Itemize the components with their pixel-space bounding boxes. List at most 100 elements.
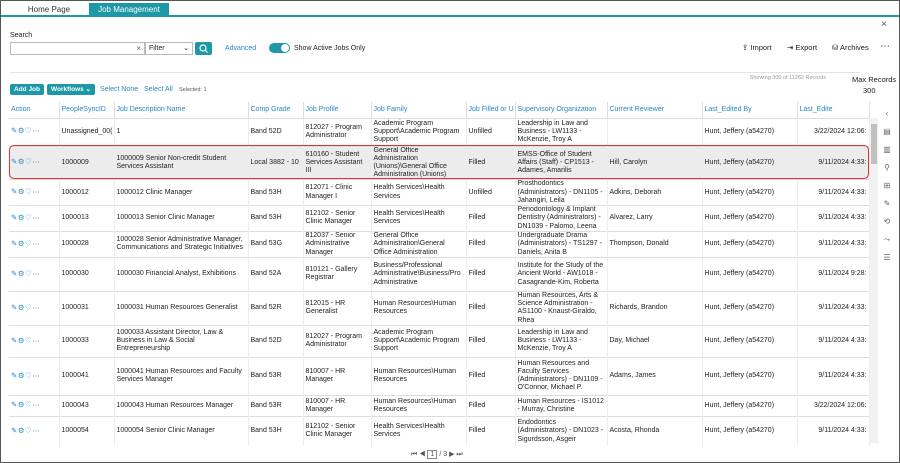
row-actions: ✎⚙♡⋯ xyxy=(9,145,60,180)
cell-grade: Band 52A xyxy=(248,256,304,292)
cell-profile: 812037 - Senior Administrative Manager xyxy=(303,230,372,258)
import-button[interactable]: ⇪ Import xyxy=(742,43,772,52)
cell-edited-by: Hunt, Jeffery (a54270) xyxy=(702,117,798,146)
table-row[interactable]: ✎⚙♡⋯ 1000028 1000028 Senior Administrative… xyxy=(9,230,870,258)
export-button[interactable]: ⇥ Export xyxy=(787,43,818,52)
cell-family: General Office Administration (Unions)\G… xyxy=(371,145,467,180)
action-icons[interactable]: ✎⚙♡⋯ xyxy=(11,238,41,248)
cell-org: Periodontology & Implant Dentistry (Admi… xyxy=(515,204,608,232)
cell-org: Human Resources, Arts & Science Administ… xyxy=(515,290,608,326)
next-page[interactable]: ▶ xyxy=(449,451,455,458)
action-icons[interactable]: ✎⚙♡⋯ xyxy=(11,187,41,197)
table-row[interactable]: ✎⚙♡⋯ 1000041 1000041 Human Resources and F… xyxy=(9,356,870,396)
cell-profile: 812027 - Program Administrator xyxy=(303,324,372,358)
action-icons[interactable]: ✎⚙♡⋯ xyxy=(11,370,41,380)
cell-name: 1000013 Senior Clinic Manager xyxy=(114,204,249,232)
side-toolbar[interactable]: ‹ ▤ ▥ ⚲ ⊞ ✎ ⟲ ⤳ ☰ xyxy=(883,109,891,262)
table-row[interactable]: ✎⚙♡⋯ 1000033 1000033 Assistant Director, L… xyxy=(9,324,870,358)
cell-edited-by: Hunt, Jeffery (a54270) xyxy=(702,356,798,396)
cell-edited: 3/22/2024 12:06: xyxy=(797,394,870,417)
page-input[interactable]: 1 xyxy=(427,450,438,459)
column-header[interactable]: Last_Edited By xyxy=(702,102,798,118)
cell-reviewer: Richards, Brandon xyxy=(607,290,703,326)
cell-id: 1000054 xyxy=(59,415,115,447)
action-icons[interactable]: ✎⚙♡⋯ xyxy=(11,302,41,312)
table-row[interactable]: ✎⚙♡⋯ 1000031 1000031 Human Resources Gener… xyxy=(9,290,870,326)
cell-id: 1000030 xyxy=(59,256,115,292)
cell-family: Academic Program Support\Academic Progra… xyxy=(371,324,467,358)
cell-name: 1000028 Senior Administrative Manager, C… xyxy=(114,230,249,258)
max-records-value[interactable]: 300 xyxy=(863,86,876,95)
cell-family: Health Services\Health Services xyxy=(371,179,467,206)
cell-profile: 812027 - Program Administrator xyxy=(303,117,372,146)
select-all[interactable]: Select All xyxy=(144,86,173,93)
column-header[interactable]: Job Family xyxy=(371,102,467,118)
select-none[interactable]: Select None xyxy=(100,86,139,93)
add-job-button[interactable]: Add Job xyxy=(10,84,44,95)
scrollbar[interactable] xyxy=(870,118,878,443)
column-header[interactable]: Supervisory Organization xyxy=(515,102,608,118)
cell-status: Filled xyxy=(466,204,516,232)
showing-count: Showing 300 of 11262 Records xyxy=(749,75,826,81)
table-row[interactable]: ✎⚙♡⋯ 1000054 1000054 Senior Clinic Manager… xyxy=(9,415,870,447)
row-actions: ✎⚙♡⋯ xyxy=(9,356,60,396)
cell-status: Filled xyxy=(466,356,516,396)
search-input[interactable]: × xyxy=(10,42,145,55)
cell-org: Human Resources and Faculty Services (Ad… xyxy=(515,356,608,396)
selected-row-outline xyxy=(9,145,869,179)
search-button[interactable] xyxy=(195,42,212,55)
column-header[interactable]: Current Reviewer xyxy=(607,102,703,118)
column-header[interactable]: Action xyxy=(9,102,60,118)
cell-reviewer xyxy=(607,117,703,146)
more-menu[interactable]: ⋯ xyxy=(880,41,890,52)
action-icons[interactable]: ✎⚙♡⋯ xyxy=(11,425,41,435)
cell-edited-by: Hunt, Jeffery (a54270) xyxy=(702,145,798,180)
archives-button[interactable]: ⛁ Archives xyxy=(832,43,869,52)
cell-org: Undergraduate Drama (Administrators) - T… xyxy=(515,230,608,258)
cell-id: 1000028 xyxy=(59,230,115,258)
tab[interactable]: Home Page xyxy=(27,5,71,14)
action-icons[interactable]: ✎⚙♡⋯ xyxy=(11,335,41,345)
last-page[interactable]: ⏭ xyxy=(456,451,463,458)
tab-active[interactable]: Job Management xyxy=(89,3,169,16)
cell-id: 1000012 xyxy=(59,179,115,206)
cell-grade: Band 53H xyxy=(248,179,304,206)
table-row[interactable]: ✎⚙♡⋯ 1000013 1000013 Senior Clinic Manager… xyxy=(9,204,870,232)
table-row[interactable]: ✎⚙♡⋯ Unassigned_00(1 Band 52D 812027 - Prog… xyxy=(9,117,870,146)
column-header[interactable]: Job Profile xyxy=(303,102,372,118)
table-row[interactable]: ✎⚙♡⋯ 1000012 1000012 Clinic Manager Band 53… xyxy=(9,179,870,206)
close[interactable]: × xyxy=(881,19,887,30)
row-actions: ✎⚙♡⋯ xyxy=(9,256,60,292)
first-page[interactable]: ⏮ xyxy=(411,451,418,458)
job-table: Action PeopleSyncID Job Description Name Co… xyxy=(9,102,870,447)
cell-grade: Band 53R xyxy=(248,356,304,396)
cell-id: 1000043 xyxy=(59,394,115,417)
cell-family: Business/Professional Administrative\Bus… xyxy=(371,256,467,292)
action-icons[interactable]: ✎⚙♡⋯ xyxy=(11,400,41,410)
column-header[interactable]: PeopleSyncID xyxy=(59,102,115,118)
action-icons[interactable]: ✎⚙♡⋯ xyxy=(11,212,41,222)
cell-status: Filled xyxy=(466,230,516,258)
filter-select[interactable]: Filter ⌄ xyxy=(145,42,193,55)
column-header[interactable]: Last_Edite xyxy=(797,102,870,118)
prev-page[interactable]: ◀ xyxy=(419,451,426,458)
advanced-link[interactable]: Advanced xyxy=(225,45,257,52)
cell-name: 1000009 Senior Non-credit Student Servic… xyxy=(114,145,249,180)
workflows-button[interactable]: Workflows ⌄ xyxy=(47,84,96,95)
toggle[interactable] xyxy=(269,43,290,53)
table-row[interactable]: ✎⚙♡⋯ 1000030 1000030 Financial Analyst, Ex… xyxy=(9,256,870,292)
column-header[interactable]: Job Filled or U xyxy=(466,102,516,118)
filter-label: Filter xyxy=(149,45,165,52)
table-row[interactable]: ✎⚙♡⋯ 1000043 1000043 Human Resources Manag… xyxy=(9,394,870,417)
search-label: Search xyxy=(10,32,33,39)
action-icons[interactable]: ✎⚙♡⋯ xyxy=(11,126,41,136)
search-icon xyxy=(199,44,208,53)
cell-reviewer: Acosta, Rhonda xyxy=(607,415,703,447)
column-header[interactable]: Comp Grade xyxy=(248,102,304,118)
action-icons[interactable]: ✎⚙♡⋯ xyxy=(11,268,41,278)
table-row[interactable]: ✎⚙♡⋯ 1000009 1000009 Senior Non-credit Stu… xyxy=(9,145,870,180)
column-header[interactable]: Job Description Name xyxy=(114,102,249,118)
action-icons[interactable]: ✎⚙♡⋯ xyxy=(11,157,41,167)
cell-family: Health Services\Health Services xyxy=(371,204,467,232)
